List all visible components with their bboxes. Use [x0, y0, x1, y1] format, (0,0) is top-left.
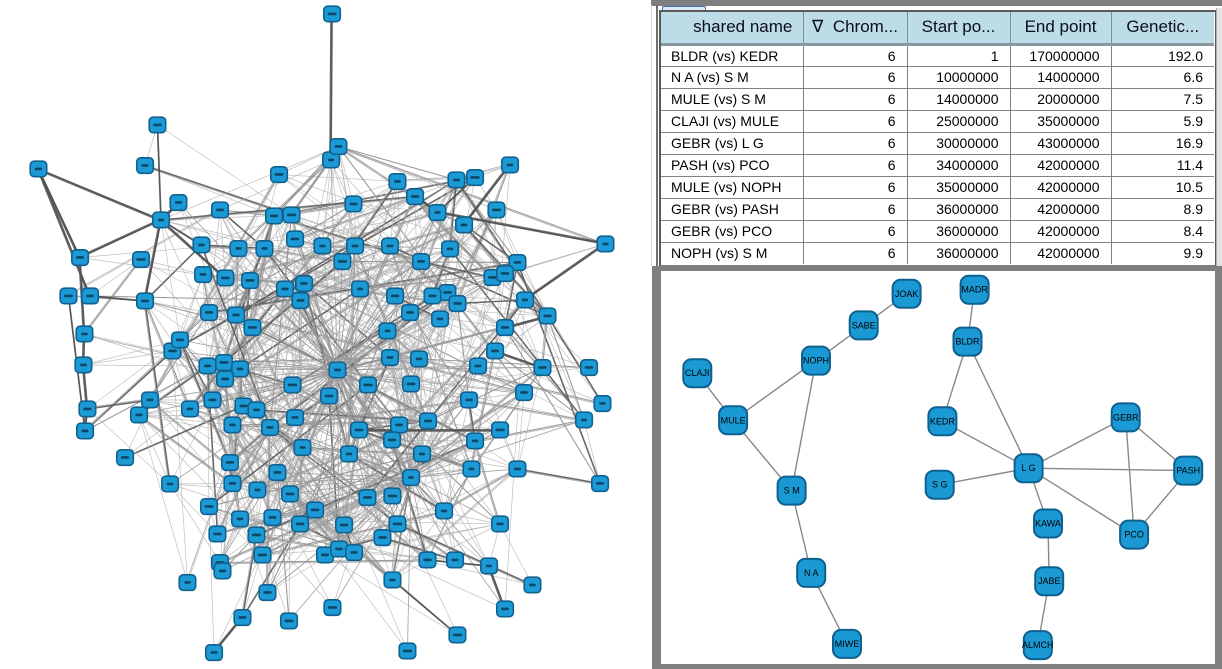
svg-text:JOAK: JOAK — [895, 289, 919, 299]
svg-text:NOPH: NOPH — [803, 356, 829, 366]
svg-text:CLAJI: CLAJI — [685, 368, 710, 378]
svg-text:SABE: SABE — [852, 320, 876, 330]
svg-text:BLDR: BLDR — [955, 337, 980, 347]
svg-text:MADR: MADR — [961, 285, 988, 295]
svg-text:MULE: MULE — [721, 415, 746, 425]
svg-text:ALMCH: ALMCH — [1022, 640, 1054, 650]
svg-text:GEBR: GEBR — [1113, 412, 1139, 422]
svg-text:S G: S G — [932, 480, 948, 490]
svg-text:JABE: JABE — [1038, 576, 1061, 586]
svg-text:KEDR: KEDR — [930, 416, 956, 426]
svg-text:N A: N A — [804, 568, 819, 578]
svg-text:S M: S M — [784, 486, 800, 496]
svg-text:PCO: PCO — [1124, 530, 1144, 540]
svg-text:L G: L G — [1022, 463, 1036, 473]
svg-text:KAWA: KAWA — [1035, 519, 1061, 529]
svg-text:PASH: PASH — [1176, 466, 1200, 476]
svg-text:MIWE: MIWE — [835, 639, 860, 649]
